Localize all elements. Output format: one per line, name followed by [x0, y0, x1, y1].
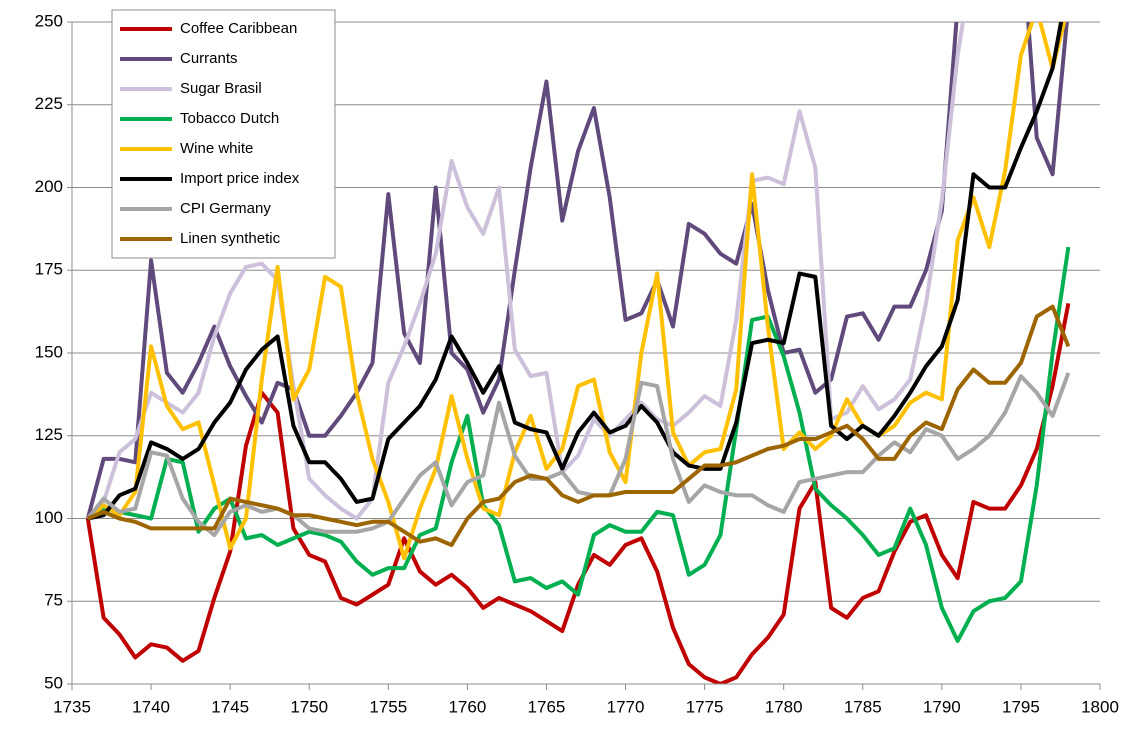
legend: Coffee Caribbean Currants Sugar Brasil Toba…: [111, 9, 336, 259]
axes: 50 75 100 125 150 175 200 225 250 1735 1740 1745 175…: [35, 11, 1119, 716]
y-tick-label: 150: [35, 342, 63, 361]
y-tick-label: 100: [35, 508, 63, 527]
x-tick-label: 1800: [1081, 697, 1119, 716]
x-tick-label: 1745: [211, 697, 249, 716]
legend-label: Linen synthetic: [180, 230, 281, 247]
x-tick-label: 1760: [448, 697, 486, 716]
x-tick-label: 1780: [765, 697, 803, 716]
x-tick-label: 1790: [923, 697, 961, 716]
series-line: [87, 22, 1064, 521]
y-tick-label: 50: [44, 673, 63, 692]
x-tick-label: 1775: [686, 697, 724, 716]
legend-label: CPI Germany: [180, 200, 271, 217]
x-tick-label: 1755: [369, 697, 407, 716]
series-line: [86, 372, 1071, 538]
legend-label: Currants: [180, 50, 238, 67]
x-tick-label: 1735: [53, 697, 91, 716]
x-tick-label: 1750: [290, 697, 328, 716]
x-tick-label: 1785: [844, 697, 882, 716]
x-tick-label: 1770: [607, 697, 645, 716]
legend-label: Sugar Brasil: [180, 80, 262, 97]
series-line: [86, 246, 1071, 643]
legend-label: Tobacco Dutch: [180, 110, 279, 127]
series-line: [86, 22, 965, 521]
y-tick-label: 200: [35, 177, 63, 196]
legend-label: Coffee Caribbean: [180, 20, 297, 37]
x-tick-label: 1740: [132, 697, 170, 716]
x-tick-label: 1795: [1002, 697, 1040, 716]
legend-label: Import price index: [180, 170, 300, 187]
series-line: [86, 22, 1067, 561]
x-tick-label: 1765: [528, 697, 566, 716]
y-tick-label: 250: [35, 11, 63, 30]
y-tick-label: 175: [35, 260, 63, 279]
y-tick-label: 225: [35, 94, 63, 113]
series-line: [85, 22, 1069, 520]
legend-box: [111, 9, 336, 259]
series-line: [87, 304, 1071, 547]
series-line: [85, 302, 1071, 684]
lines: [85, 22, 1071, 684]
y-tick-label: 125: [35, 425, 63, 444]
legend-label: Wine white: [180, 140, 253, 157]
y-tick-label: 75: [44, 591, 63, 610]
